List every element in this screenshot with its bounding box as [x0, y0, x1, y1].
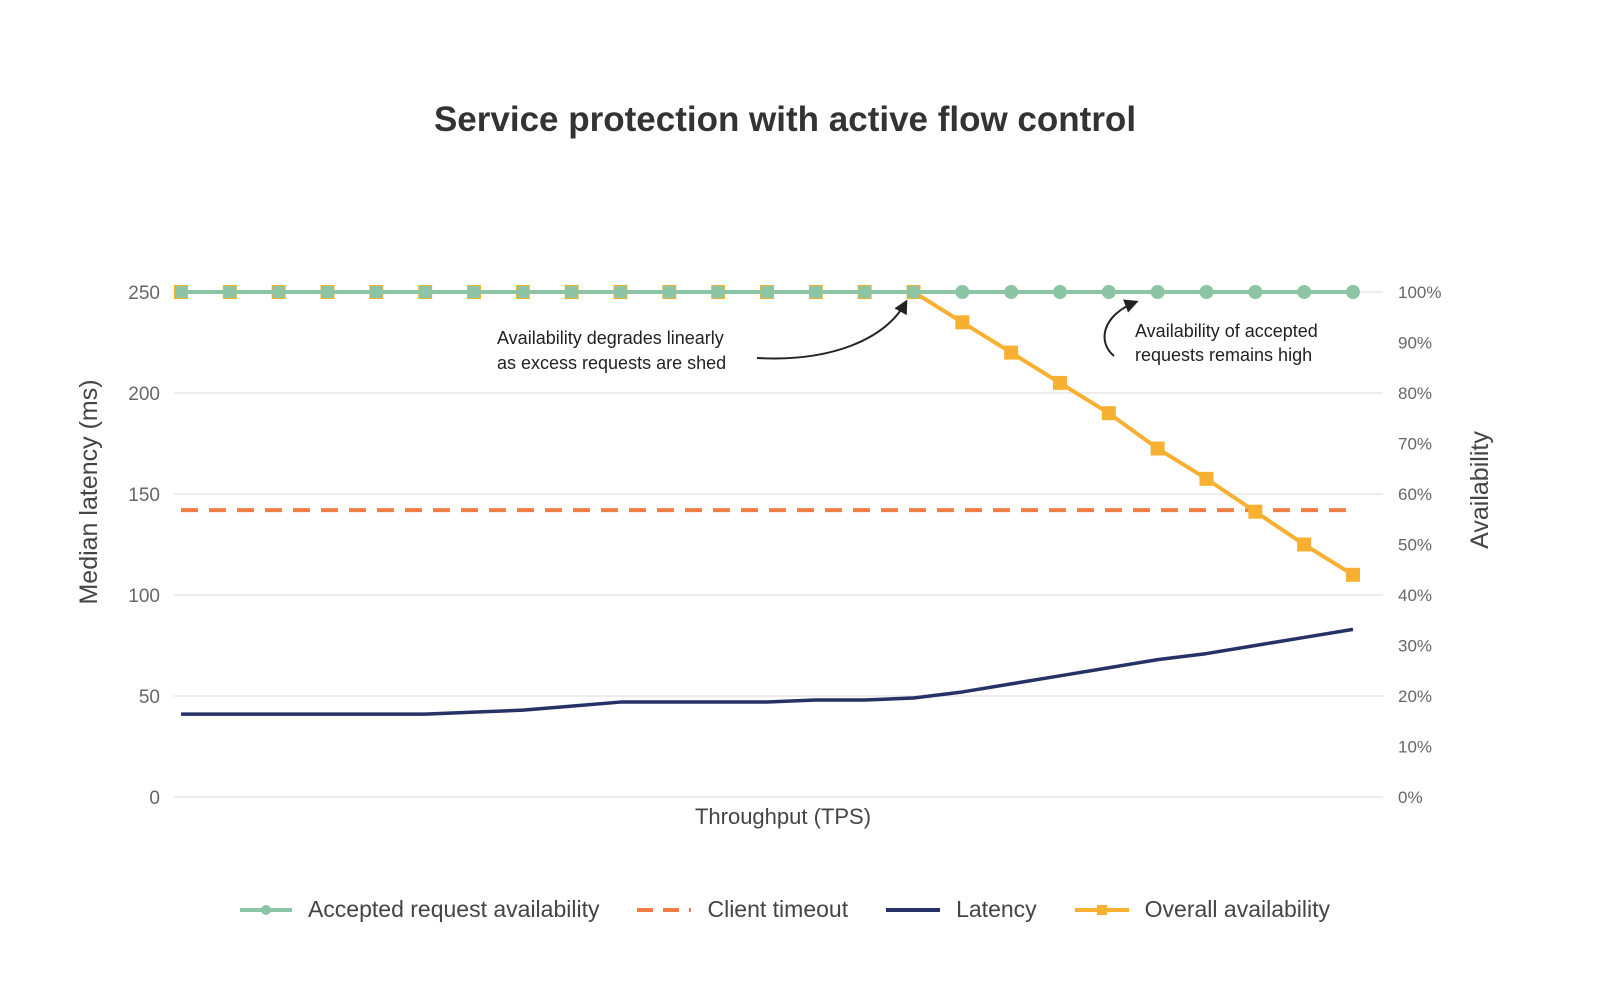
accepted-availability-point [1199, 285, 1214, 299]
overall-availability-point [1297, 537, 1312, 552]
legend-item-latency[interactable]: Latency [886, 896, 1037, 923]
accepted-availability-point [1150, 285, 1165, 299]
accepted-availability-point [516, 286, 529, 298]
y-tick-label: 50 [139, 687, 160, 708]
accepted-availability-point [175, 286, 187, 298]
accepted-availability-point [1346, 285, 1360, 299]
legend-label-latency: Latency [956, 896, 1037, 922]
accepted-availability-point [858, 286, 871, 298]
legend-label-timeout: Client timeout [707, 896, 849, 922]
y2-tick-label: 50% [1398, 536, 1432, 555]
legend-swatch-latency [886, 907, 941, 912]
accepted-availability-point [468, 286, 480, 298]
y-tick-label: 150 [128, 485, 160, 506]
legend-label-overall: Overall availability [1144, 896, 1331, 922]
accepted-availability-point [370, 286, 383, 298]
legend-swatch-timeout [637, 907, 692, 912]
accepted-availability-point [1297, 285, 1312, 299]
accepted-availability-point [663, 286, 676, 298]
y2-tick-label: 90% [1398, 334, 1432, 353]
y2-tick-label: 40% [1398, 586, 1432, 605]
accepted-availability-point [272, 286, 285, 298]
series-latency [181, 627, 1354, 716]
accepted-availability-point [1248, 285, 1263, 299]
accepted-availability-point [223, 286, 236, 298]
accepted-availability-point [955, 285, 970, 299]
gridlines [174, 291, 1383, 798]
overall-availability-point [1199, 471, 1214, 486]
y-tick-label: 200 [128, 384, 160, 405]
y-tick-label: 250 [128, 283, 160, 304]
right-axis-ticks: 0% 10% 20% 30% 40% 50% 60% 70% 80% 90% 100% [1398, 283, 1441, 807]
left-axis-ticks: 0 50 100 150 200 250 [128, 283, 160, 809]
y2-tick-label: 30% [1398, 637, 1432, 656]
y2-tick-label: 100% [1398, 283, 1441, 302]
legend-swatch-overall [1074, 904, 1129, 915]
x-axis-label: Throughput (TPS) [695, 804, 871, 829]
legend-label-accepted: Accepted request availability [307, 896, 600, 922]
overall-availability-point [955, 315, 970, 330]
overall-availability-point [1248, 504, 1263, 519]
series-layer [174, 285, 1360, 716]
accepted-availability-point [419, 286, 432, 298]
annotation-accepted-text: Availability of accepted requests remain… [1135, 321, 1323, 365]
y2-axis-label: Availability [1466, 431, 1494, 549]
accepted-availability-point [1053, 285, 1067, 299]
accepted-availability-point [321, 286, 334, 298]
accepted-availability-point [1101, 285, 1116, 299]
accepted-availability-point [565, 286, 578, 298]
y2-tick-label: 10% [1398, 738, 1432, 757]
y2-tick-label: 20% [1398, 687, 1432, 706]
chart-title: Service protection with active flow cont… [433, 100, 1137, 139]
overall-availability-point [1004, 345, 1019, 360]
legend-item-accepted[interactable]: Accepted request availability [239, 896, 600, 923]
accepted-availability-point [712, 286, 725, 298]
y2-tick-label: 0% [1398, 788, 1423, 807]
annotation-accepted-arrow [1103, 299, 1139, 357]
y-tick-label: 100 [128, 586, 160, 607]
legend: Accepted request availability Client tim… [0, 896, 1570, 923]
overall-availability-point [1053, 375, 1067, 390]
y2-tick-label: 70% [1398, 435, 1432, 454]
legend-swatch-accepted [239, 904, 292, 915]
legend-item-timeout[interactable]: Client timeout [637, 896, 848, 923]
overall-availability-point [1150, 441, 1165, 456]
y2-tick-label: 60% [1398, 485, 1432, 504]
accepted-availability-point [761, 286, 773, 298]
y-tick-label: 0 [149, 788, 160, 809]
annotation-shed-arrow [756, 299, 908, 360]
accepted-availability-point [907, 286, 920, 298]
annotations: Availability degrades linearly as excess… [497, 299, 1323, 373]
annotation-shed-text: Availability degrades linearly as excess… [497, 328, 729, 373]
overall-availability-point [1101, 406, 1116, 421]
overall-availability-point [1346, 567, 1360, 582]
accepted-availability-point [614, 286, 627, 298]
legend-item-overall[interactable]: Overall availability [1074, 896, 1331, 923]
y-axis-label: Median latency (ms) [75, 379, 103, 604]
y2-tick-label: 80% [1398, 384, 1432, 403]
accepted-availability-point [809, 286, 822, 298]
accepted-availability-point [1004, 285, 1019, 299]
